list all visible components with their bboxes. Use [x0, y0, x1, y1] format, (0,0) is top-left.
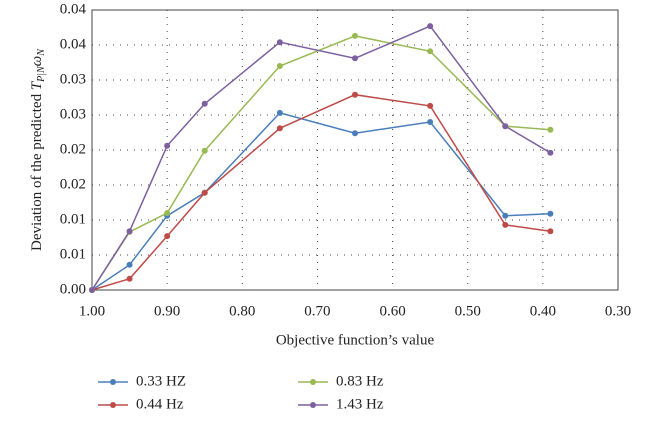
x-tick-label: 0.50 [455, 303, 481, 319]
data-point [201, 100, 208, 107]
data-point [502, 221, 509, 228]
legend-label: 0.33 HZ [136, 373, 186, 389]
y-label-symbol: P|N [36, 65, 47, 83]
x-tick-label: 0.90 [154, 303, 180, 319]
y-tick-label: 0.01 [60, 211, 86, 227]
legend-marker [310, 379, 316, 385]
data-point [427, 119, 434, 125]
x-tick-label: 0.60 [379, 303, 405, 319]
data-point [502, 212, 509, 219]
data-point [352, 130, 358, 137]
x-tick-label: 1.00 [79, 303, 105, 319]
y-tick-label: 0.02 [60, 176, 86, 192]
legend-label: 0.83 Hz [336, 373, 384, 389]
data-point [126, 228, 133, 235]
x-tick-label: 0.40 [530, 303, 556, 319]
data-point [547, 210, 554, 217]
data-point [164, 142, 171, 149]
data-point [126, 261, 133, 268]
data-point [164, 210, 171, 216]
data-point [427, 48, 434, 55]
data-point [276, 109, 283, 116]
data-point [352, 32, 358, 39]
x-axis-label: Objective function’s value [276, 332, 435, 348]
y-tick-label: 0.04 [60, 1, 87, 17]
data-point [352, 91, 358, 98]
y-tick-label: 0.03 [60, 71, 86, 87]
x-tick-label: 0.80 [229, 303, 255, 319]
y-tick-label: 0.01 [60, 246, 86, 262]
series-line [91, 112, 551, 291]
data-point [427, 102, 434, 109]
data-point [547, 149, 554, 156]
data-point [89, 287, 95, 293]
legend-label: 1.43 Hz [336, 396, 384, 412]
data-point [276, 125, 283, 132]
data-point [201, 147, 208, 154]
plot-frame [91, 9, 619, 291]
data-point [502, 123, 509, 130]
data-point [276, 39, 283, 46]
series-line [91, 25, 551, 291]
legend-marker [310, 402, 316, 408]
y-tick-label: 0.02 [60, 141, 86, 157]
data-point [126, 275, 133, 282]
series-line [91, 35, 551, 291]
x-tick-label: 0.30 [605, 303, 631, 319]
y-label-symbol: N [36, 48, 47, 57]
y-label-text: Deviation of the predicted [29, 93, 45, 251]
y-label-symbol: ω [29, 56, 45, 67]
legend-marker [110, 402, 116, 408]
y-label-symbol: T [29, 80, 45, 90]
y-tick-label: 0.04 [60, 36, 87, 52]
data-point [276, 63, 283, 69]
y-axis-label: Deviation of the predicted TP|NωN [29, 48, 47, 251]
data-point [352, 55, 358, 62]
y-tick-label: 0.00 [60, 281, 86, 297]
x-tick-label: 0.70 [304, 303, 330, 319]
y-tick-label: 0.03 [60, 106, 86, 122]
data-point [547, 228, 554, 235]
legend-marker [110, 379, 116, 385]
data-point [547, 126, 554, 133]
data-point [201, 189, 208, 196]
data-point [427, 23, 434, 30]
data-point [164, 233, 171, 240]
legend-label: 0.44 Hz [136, 396, 184, 412]
